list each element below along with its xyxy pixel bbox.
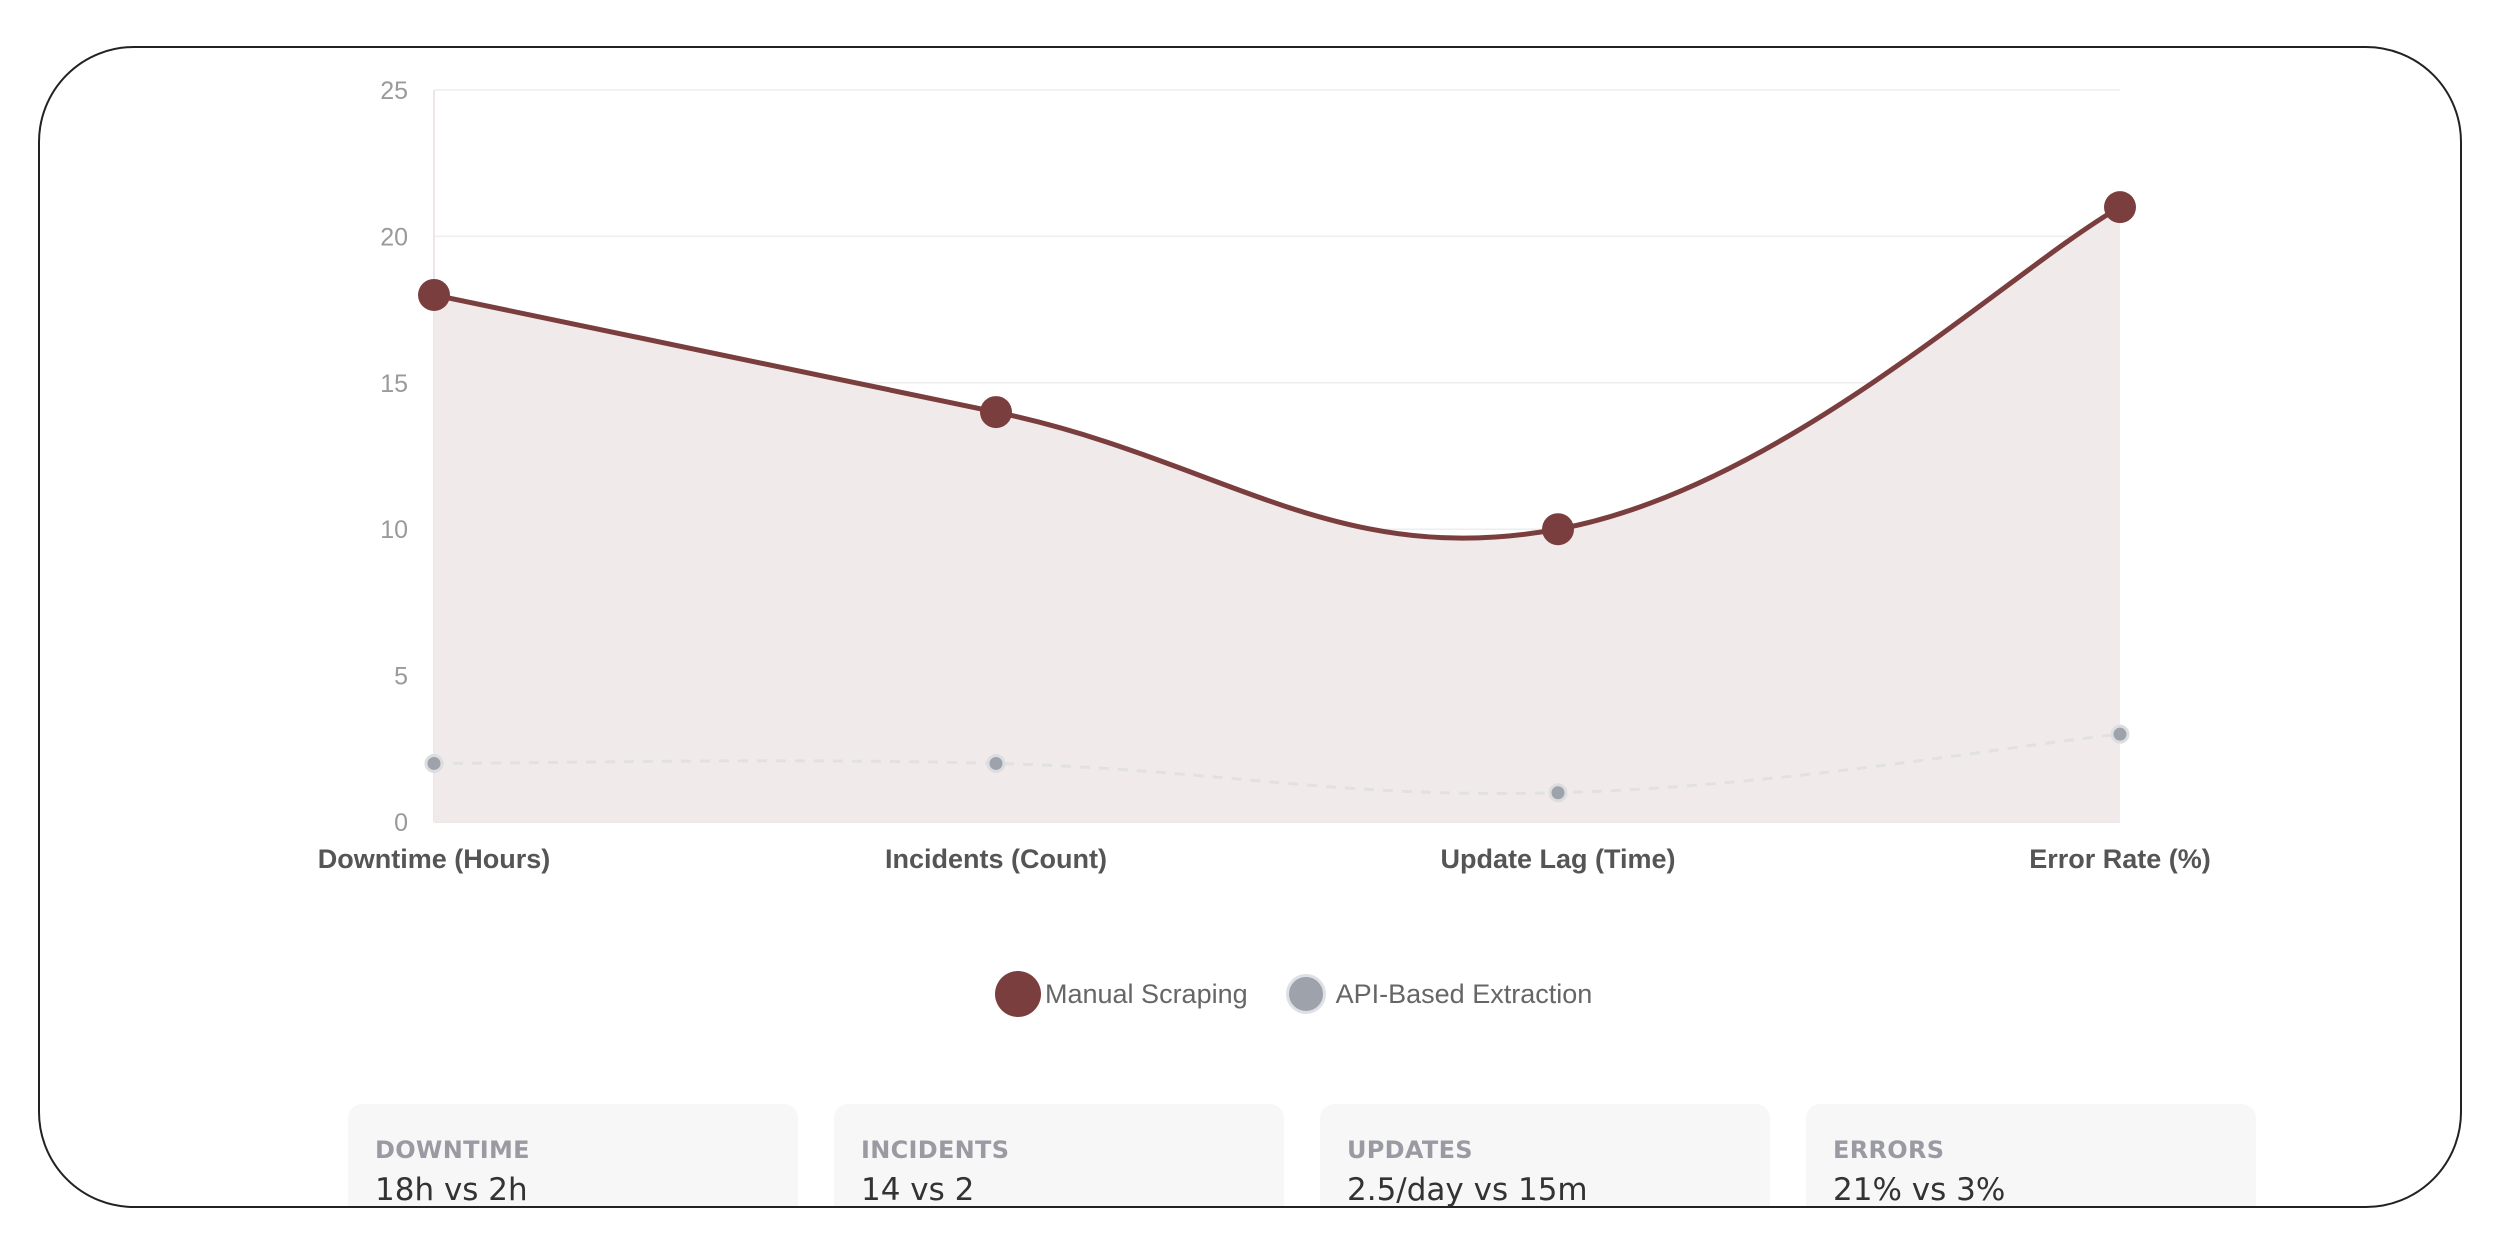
stats-cards: DOWNTIME 18h vs 2h INCIDENTS 14 vs 2 UPD…	[348, 1104, 2256, 1208]
x-tick-label: Error Rate (%)	[2029, 844, 2211, 874]
y-tick-label: 20	[380, 223, 408, 251]
stat-label: ERRORS	[1833, 1136, 1945, 1164]
stat-value: 14 vs 2	[861, 1172, 975, 1208]
data-point-api	[2110, 724, 2130, 744]
chart-card: 0 5 10 15 20 25 Downtime (Hours) Incidents (Cou…	[38, 46, 2462, 1208]
data-point-api	[1548, 783, 1568, 803]
data-point-api	[424, 753, 444, 773]
y-tick-label: 25	[380, 77, 408, 105]
series-line-api	[433, 732, 2121, 795]
y-tick-label: 15	[380, 370, 408, 398]
legend-label-manual: Manual Scraping	[1045, 978, 1248, 1009]
y-tick-label: 0	[394, 809, 408, 837]
stat-value: 21% vs 3%	[1833, 1172, 2006, 1208]
y-tick-label: 10	[380, 516, 408, 544]
stat-label: INCIDENTS	[861, 1136, 1010, 1164]
x-tick-label: Incidents (Count)	[885, 844, 1107, 874]
series-area-manual	[434, 207, 2120, 822]
stat-value: 18h vs 2h	[375, 1172, 528, 1208]
legend-swatch-api	[1285, 974, 1326, 1014]
stat-card-incidents: INCIDENTS 14 vs 2	[834, 1104, 1284, 1208]
x-tick-label: Downtime (Hours)	[318, 844, 551, 874]
legend-item-manual-scraping[interactable]: Manual Scraping	[995, 971, 1248, 1017]
stat-card-downtime: DOWNTIME 18h vs 2h	[348, 1104, 798, 1208]
x-tick-label: Update Lag (Time)	[1440, 844, 1675, 874]
stat-label: DOWNTIME	[375, 1136, 530, 1164]
stat-label: UPDATES	[1347, 1136, 1473, 1164]
legend-swatch-manual	[995, 971, 1041, 1017]
data-point-api	[986, 753, 1006, 773]
line-area-chart: 0 5 10 15 20 25 Downtime (Hours) Incidents (Cou…	[318, 77, 2211, 874]
stat-value: 2.5/day vs 15m	[1347, 1172, 1588, 1208]
y-tick-label: 5	[394, 663, 408, 691]
legend-label-api: API-Based Extraction	[1335, 978, 1593, 1009]
series-line-manual	[433, 204, 2122, 541]
data-point-manual	[418, 278, 450, 311]
chart-legend: Manual Scraping API-Based Extraction	[995, 968, 1592, 1020]
data-point-manual	[2104, 191, 2136, 224]
legend-item-api-extraction[interactable]: API-Based Extraction	[1248, 974, 1593, 1014]
data-point-manual	[980, 396, 1012, 429]
stat-card-errors: ERRORS 21% vs 3%	[1806, 1104, 2256, 1208]
stat-card-updates: UPDATES 2.5/day vs 15m	[1320, 1104, 1770, 1208]
data-point-manual	[1542, 513, 1574, 546]
